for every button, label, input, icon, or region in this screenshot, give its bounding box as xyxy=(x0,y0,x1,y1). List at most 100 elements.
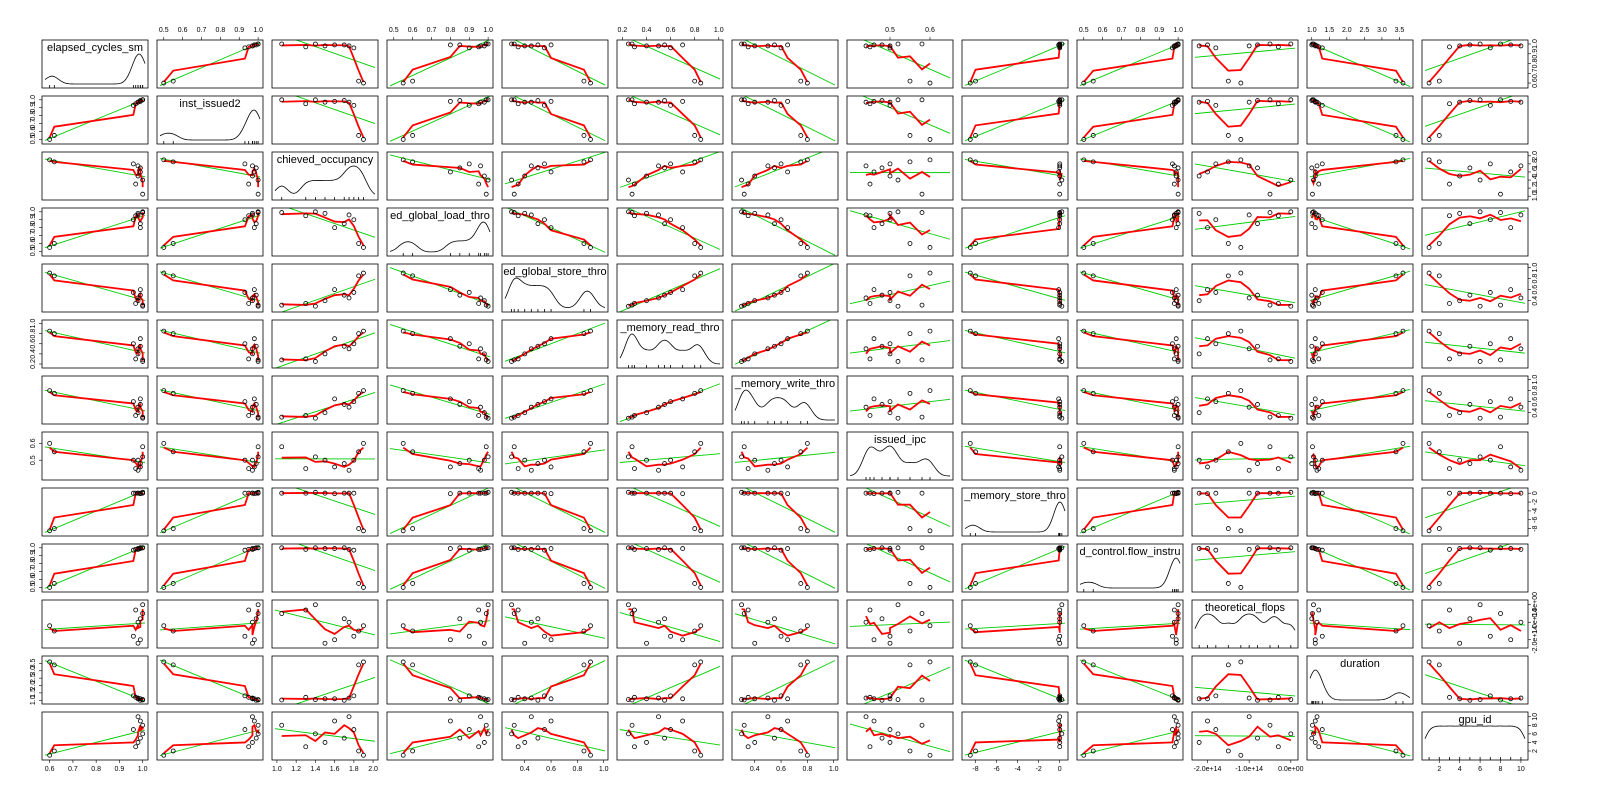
point xyxy=(692,748,698,754)
point xyxy=(47,388,53,394)
point xyxy=(765,212,771,218)
fit-line xyxy=(630,96,721,136)
point xyxy=(919,722,925,728)
point xyxy=(772,697,777,703)
point xyxy=(356,390,362,396)
point xyxy=(1498,490,1503,496)
y-tick-label: -2.0e+14 xyxy=(1532,626,1539,654)
point xyxy=(1288,731,1294,737)
point xyxy=(242,547,248,553)
fit-line xyxy=(1194,397,1296,416)
y-tick-label: 1.0 xyxy=(30,695,37,705)
point xyxy=(542,102,547,108)
point xyxy=(1487,341,1493,347)
point xyxy=(528,404,534,410)
x-tick-label: 0.9 xyxy=(464,27,474,34)
point xyxy=(1518,695,1524,701)
fit-line xyxy=(287,208,376,238)
point xyxy=(588,528,593,534)
point xyxy=(1081,528,1087,534)
point xyxy=(1312,351,1318,357)
point xyxy=(785,287,791,293)
panel xyxy=(1079,489,1181,534)
panel: inst_issued2 xyxy=(159,98,261,144)
point xyxy=(1400,270,1406,276)
variable-label: theoretical_flops xyxy=(1205,602,1286,614)
panel xyxy=(44,659,146,703)
point xyxy=(250,43,255,49)
point xyxy=(515,744,521,750)
point xyxy=(588,440,593,446)
point xyxy=(1175,444,1181,450)
point xyxy=(887,546,893,551)
point xyxy=(161,585,167,590)
point xyxy=(47,440,53,446)
panel-frame xyxy=(271,207,379,257)
smooth-line xyxy=(163,723,260,754)
point xyxy=(341,697,347,703)
point xyxy=(312,415,318,421)
point xyxy=(478,546,483,552)
smooth-line xyxy=(1083,726,1180,754)
panel-frame xyxy=(1421,543,1529,593)
point xyxy=(871,287,877,293)
point xyxy=(680,718,686,724)
point xyxy=(1057,402,1063,407)
point xyxy=(798,273,804,279)
point xyxy=(1487,290,1493,295)
x-tick-label: 0.4 xyxy=(520,766,530,773)
point xyxy=(346,490,352,496)
smooth-line xyxy=(1428,662,1521,701)
point xyxy=(133,744,139,750)
point xyxy=(1314,99,1320,105)
panel xyxy=(504,714,606,758)
point xyxy=(804,752,810,758)
point xyxy=(626,454,631,460)
point xyxy=(542,633,547,639)
point xyxy=(476,744,482,750)
point xyxy=(1057,43,1063,49)
point xyxy=(741,41,747,47)
density-curve xyxy=(44,53,146,85)
panel xyxy=(739,208,836,256)
point xyxy=(1319,490,1325,496)
fit-line xyxy=(389,324,491,358)
panel-frame xyxy=(501,487,609,537)
panel-frame xyxy=(731,431,839,481)
point xyxy=(483,611,489,616)
panel xyxy=(964,209,1066,250)
point xyxy=(137,169,143,175)
point xyxy=(1508,396,1514,402)
point xyxy=(400,585,406,590)
panel-frame xyxy=(1191,375,1299,425)
point xyxy=(133,546,139,552)
point xyxy=(137,225,143,231)
point xyxy=(509,454,514,460)
point xyxy=(161,659,167,665)
point xyxy=(135,298,141,304)
fit-line xyxy=(159,729,261,756)
point xyxy=(785,637,791,643)
point xyxy=(548,546,554,551)
point xyxy=(255,302,261,308)
point xyxy=(511,722,517,728)
point xyxy=(863,619,869,625)
point xyxy=(410,331,416,337)
point xyxy=(739,359,744,364)
panel xyxy=(504,322,606,364)
point xyxy=(47,245,53,250)
point xyxy=(895,41,901,47)
point xyxy=(242,341,248,347)
x-tick-label: 8 xyxy=(1499,766,1503,773)
point xyxy=(1288,209,1294,215)
point xyxy=(1447,607,1452,613)
point xyxy=(1196,546,1202,551)
panel xyxy=(44,545,146,590)
point xyxy=(1205,287,1210,293)
point xyxy=(1508,225,1514,231)
point xyxy=(1457,640,1463,646)
point xyxy=(588,752,593,758)
point xyxy=(130,547,136,553)
point xyxy=(863,346,869,352)
point xyxy=(662,545,667,551)
